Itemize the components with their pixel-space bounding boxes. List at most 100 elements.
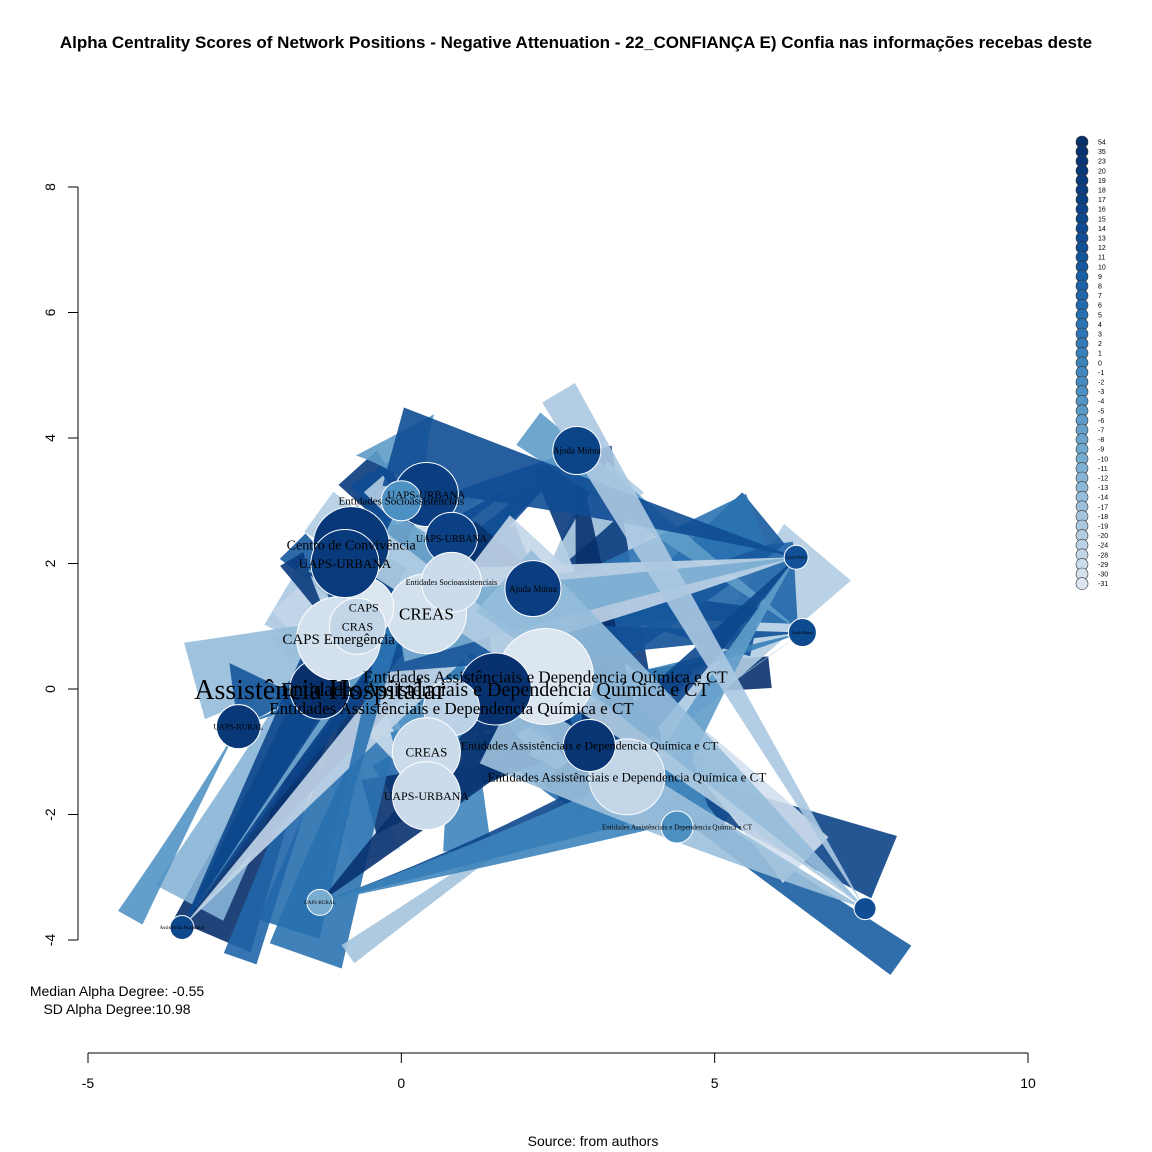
legend-label: -8 xyxy=(1098,437,1104,444)
network-edge xyxy=(542,383,866,909)
legend-label: 6 xyxy=(1098,303,1102,310)
legend-label: -20 xyxy=(1098,533,1108,540)
network-edge xyxy=(319,616,404,903)
x-tick-label: 0 xyxy=(397,1075,405,1091)
legend-swatch xyxy=(1075,577,1089,590)
legend-label: 16 xyxy=(1098,207,1106,214)
network-edge xyxy=(118,726,239,925)
network-node[interactable] xyxy=(215,704,261,750)
legend-label: -17 xyxy=(1098,504,1108,511)
network-node[interactable] xyxy=(783,544,809,570)
network-node[interactable] xyxy=(552,426,602,476)
legend-label: -3 xyxy=(1098,389,1104,396)
network-node[interactable] xyxy=(169,914,195,940)
node-label: UAPS-URBANA xyxy=(416,534,488,545)
legend-label: 23 xyxy=(1098,159,1106,166)
network-edge xyxy=(319,769,634,903)
legend-label: 9 xyxy=(1098,274,1102,281)
y-axis: -4 -2 0 2 4 6 8 xyxy=(42,183,79,946)
legend-label: -2 xyxy=(1098,380,1104,387)
network-node[interactable] xyxy=(380,480,422,522)
legend-label: 18 xyxy=(1098,188,1106,195)
network-node[interactable] xyxy=(787,618,817,648)
y-tick-label: 0 xyxy=(42,685,58,693)
legend-label: 35 xyxy=(1098,149,1106,156)
x-tick-label: -5 xyxy=(82,1075,95,1091)
node-label: UAPS-URBANA xyxy=(299,556,392,571)
legend-label: 10 xyxy=(1098,264,1106,271)
legend-label: 54 xyxy=(1098,140,1106,147)
legend-label: -29 xyxy=(1098,562,1108,569)
network-node[interactable] xyxy=(420,551,482,613)
node-label: Entidades Assistênciais e Dependencia Qu… xyxy=(602,824,753,832)
legend-label: 11 xyxy=(1098,255,1105,262)
legend-label: -14 xyxy=(1098,495,1108,502)
node-label: Ajuda Mútua xyxy=(792,630,813,635)
legend-label: -24 xyxy=(1098,543,1108,550)
network-node[interactable] xyxy=(504,560,562,618)
legend-label: -4 xyxy=(1098,399,1104,406)
x-tick-label: 5 xyxy=(711,1075,719,1091)
network-node[interactable] xyxy=(562,718,616,772)
legend-label: -19 xyxy=(1098,524,1108,531)
legend-label: 19 xyxy=(1098,178,1106,185)
legend-label: 2 xyxy=(1098,341,1102,348)
node-label: Assistência Hospitalar xyxy=(160,926,205,931)
legend-label: 8 xyxy=(1098,284,1102,291)
node-label: Entidades Assistênciais e Dependencia Qu… xyxy=(269,699,634,718)
network-edge xyxy=(182,603,424,928)
y-tick-label: 8 xyxy=(42,183,58,191)
node-label: CAPS Emergência xyxy=(282,632,395,648)
node-label: Assistência Hospitalar xyxy=(194,675,446,706)
network-node[interactable] xyxy=(853,897,877,921)
legend-label: 4 xyxy=(1098,322,1102,329)
node-label: Entidades Assistênciais e Dependencia Qu… xyxy=(363,667,728,686)
network-edge xyxy=(382,407,797,558)
network-node[interactable] xyxy=(310,529,380,598)
node-label: UAPS-URBANA xyxy=(384,789,470,803)
legend-label: 0 xyxy=(1098,360,1102,367)
network-edge xyxy=(223,500,402,965)
network-node[interactable] xyxy=(328,597,386,655)
node-label: Ajuda Mútua xyxy=(509,584,557,594)
node-label: UAPS-URBANA xyxy=(387,489,465,501)
node-label: Ajuda Mútua xyxy=(553,446,601,456)
legend: 54352320191817161514131211109876543210-1… xyxy=(1075,135,1108,590)
legend-label: 17 xyxy=(1098,197,1106,204)
y-tick-label: 6 xyxy=(42,308,58,316)
network-node[interactable] xyxy=(391,761,461,831)
legend-label: 13 xyxy=(1098,236,1106,243)
node-label: UAPS-RURAL xyxy=(213,722,263,731)
legend-label: 15 xyxy=(1098,216,1106,223)
source-caption: Source: from authors xyxy=(528,1133,659,1149)
node-label: CAPS xyxy=(349,601,379,615)
y-tick-label: 2 xyxy=(42,559,58,567)
node-label: Centro de Convivência xyxy=(287,539,417,554)
node-label: CRAS xyxy=(342,619,373,633)
network-node[interactable] xyxy=(660,810,694,844)
legend-label: -5 xyxy=(1098,408,1104,415)
network-edge xyxy=(257,494,427,939)
node-label: CREAS xyxy=(399,605,454,624)
legend-label: -6 xyxy=(1098,418,1104,425)
legend-label: 20 xyxy=(1098,168,1106,175)
node-label: CREAS xyxy=(405,744,447,759)
chart-title: Alpha Centrality Scores of Network Posit… xyxy=(60,33,1092,52)
nodes-layer xyxy=(169,426,877,940)
x-tick-label: 10 xyxy=(1020,1075,1036,1091)
node-label: UAPS-RURAL xyxy=(304,901,335,906)
legend-label: -13 xyxy=(1098,485,1108,492)
node-label: Entidades Socioassistenciais xyxy=(406,578,497,587)
legend-label: -11 xyxy=(1098,466,1108,473)
legend-label: 12 xyxy=(1098,245,1106,252)
legend-label: 7 xyxy=(1098,293,1102,300)
node-label: Entidades Socioassistenciais xyxy=(339,496,465,508)
node-label: Entidades Assistênciais e Dependencia Qu… xyxy=(281,679,710,701)
legend-label: -31 xyxy=(1098,581,1108,588)
network-node[interactable] xyxy=(306,888,334,916)
legend-label: -12 xyxy=(1098,476,1108,483)
node-label: Entidades Assistênciais e Dependencia Qu… xyxy=(488,769,767,784)
legend-label: -7 xyxy=(1098,428,1104,435)
